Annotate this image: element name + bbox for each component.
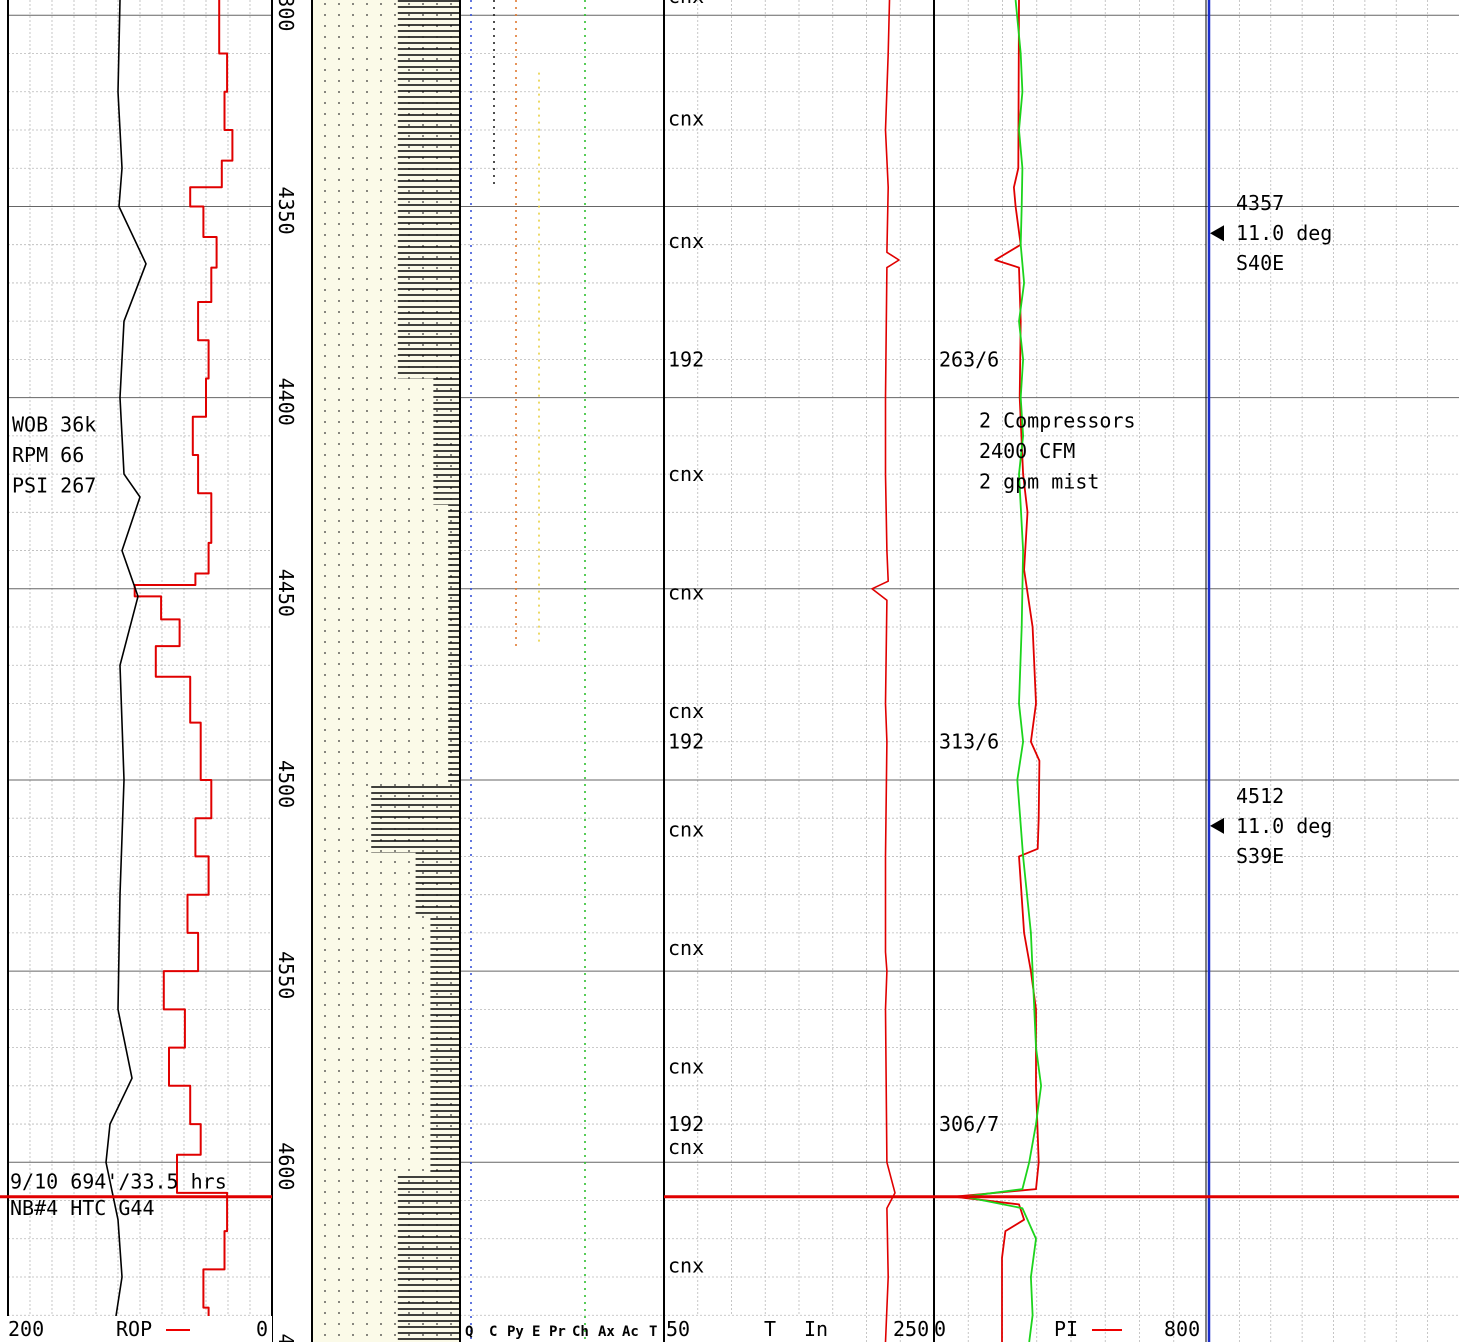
column-header-ac: Ac [622, 1324, 639, 1340]
shale-percentage-bar [448, 779, 460, 784]
remark-label: 192 [668, 1112, 704, 1136]
rop-scale-left: 200 [8, 1317, 44, 1341]
column-header-q: Q [465, 1324, 473, 1340]
remark-label: cnx [668, 107, 704, 131]
remark-label: 192 [668, 730, 704, 754]
survey-depth: 4512 [1236, 784, 1284, 808]
remark-label: cnx [668, 1254, 704, 1278]
shale-percentage-bar [433, 378, 460, 494]
survey-depth: 4357 [1236, 191, 1284, 215]
drilling-param-psi: PSI 267 [12, 474, 96, 498]
remark-label: cnx [668, 581, 704, 605]
pump-pressure-label: 313/6 [939, 730, 999, 754]
temperature-label: T [764, 1317, 776, 1341]
column-header-c: C [489, 1324, 497, 1340]
depth-ticks: 300 4350 4400 4450 4500 4550 4600 46 [274, 0, 298, 1342]
temperature-scale-left: 50 [666, 1317, 690, 1341]
survey-marker-icon [1210, 225, 1224, 242]
remark-label: cnx [668, 462, 704, 486]
remark-label: 192 [668, 347, 704, 371]
temperature-curve [871, 0, 900, 1342]
remarks: cnx cnx cnx 192 cnx cnx cnx 192 cnx cnx … [668, 0, 704, 1278]
shale-percentage-bar [415, 852, 460, 914]
track-footer: 200 ROP 0 Q C Py E Pr Ch Ax Ac T 50 T In… [0, 1316, 1200, 1342]
survey-azimuth: S39E [1236, 844, 1284, 868]
shale-percentage-bar [397, 0, 460, 360]
shale-percentage-bar [397, 359, 460, 379]
depth-tick-label: 4550 [274, 951, 298, 999]
temperature-in-label: In [804, 1317, 828, 1341]
remark-label: cnx [668, 1055, 704, 1079]
column-header-e: E [532, 1324, 540, 1340]
column-header-t: T [649, 1324, 657, 1340]
depth-tick-label: 4500 [274, 760, 298, 808]
remark-label: cnx [668, 0, 704, 8]
depth-tick-label: 4400 [274, 378, 298, 426]
survey-inclination: 11.0 deg [1236, 221, 1332, 245]
new-bit-label: NB#4 HTC G44 [10, 1196, 155, 1220]
survey-markers: 4357 11.0 deg S40E 4512 11.0 deg S39E [1236, 191, 1332, 868]
column-header-py: Py [507, 1324, 524, 1340]
remark-label: cnx [668, 1135, 704, 1159]
lithology-fill [312, 0, 586, 1342]
rop-label: ROP [116, 1317, 152, 1341]
shale-percentage-bar [448, 504, 460, 780]
survey-marker-icon [1210, 817, 1224, 834]
shale-percentage-bar [430, 1162, 460, 1174]
mist-rate-label: 2 gpm mist [979, 470, 1099, 494]
bit-run-summary: 9/10 694'/33.5 hrs [10, 1169, 227, 1193]
column-header-pr: Pr [549, 1324, 566, 1340]
depth-tick-label: 300 [274, 0, 298, 31]
column-header-ch: Ch [572, 1324, 589, 1340]
pump-pressure-label: 263/6 [939, 347, 999, 371]
remark-label: cnx [668, 699, 704, 723]
depth-tick-label: 46 [274, 1333, 298, 1342]
remark-label: cnx [668, 818, 704, 842]
shale-percentage-bar [430, 917, 460, 1163]
air-volume-label: 2400 CFM [979, 439, 1075, 463]
temperature-scale-right: 250 [893, 1317, 929, 1341]
depth-tick-label: 4600 [274, 1142, 298, 1190]
survey-azimuth: S40E [1236, 251, 1284, 275]
pressure-annotations: 263/6 2 Compressors 2400 CFM 2 gpm mist … [939, 347, 1136, 1136]
survey-inclination: 11.0 deg [1236, 814, 1332, 838]
shale-percentage-bar [433, 493, 460, 505]
shale-percentage-bar [415, 913, 460, 918]
pressure-label: PI [1054, 1317, 1078, 1341]
shale-percentage-bar [397, 1173, 460, 1342]
grid-lines [8, 0, 1459, 1342]
shale-percentage-bar [371, 783, 460, 849]
rop-annotations: WOB 36k RPM 66 PSI 267 9/10 694'/33.5 hr… [10, 412, 227, 1220]
drilling-param-wob: WOB 36k [12, 412, 96, 436]
pressure-curve [953, 0, 1041, 1342]
pressure-scale-right: 800 [1164, 1317, 1200, 1341]
depth-tick-label: 4350 [274, 186, 298, 234]
depth-tick-label: 4450 [274, 569, 298, 617]
rop-scale-right: 0 [256, 1317, 268, 1341]
shale-percentage-bar [371, 848, 460, 853]
remark-label: cnx [668, 936, 704, 960]
air-compressors-label: 2 Compressors [979, 409, 1136, 433]
pump-pressure-label: 306/7 [939, 1112, 999, 1136]
pressure-scale-left: 0 [934, 1317, 946, 1341]
drilling-param-rpm: RPM 66 [12, 443, 84, 467]
drill-time-curve [105, 0, 147, 1342]
remark-label: cnx [668, 229, 704, 253]
track-borders [7, 0, 1211, 1342]
rop-curve [133, 0, 234, 1342]
column-header-ax: Ax [598, 1324, 615, 1340]
lithology-column-headers: Q C Py E Pr Ch Ax Ac T [465, 1324, 657, 1340]
